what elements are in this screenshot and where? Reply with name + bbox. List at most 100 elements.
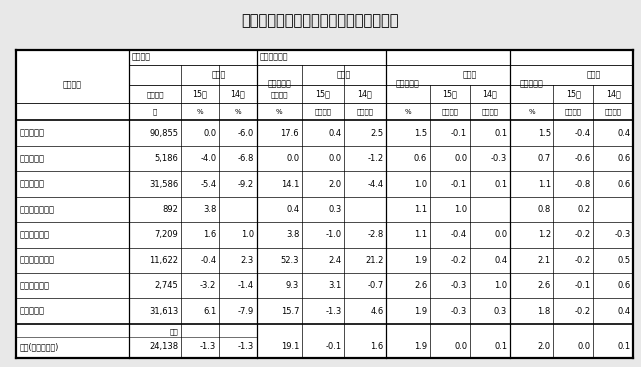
Text: %: % (197, 109, 203, 115)
Text: 比　　率: 比 率 (271, 91, 288, 98)
Text: -9.2: -9.2 (238, 179, 254, 189)
Text: 31,613: 31,613 (149, 307, 178, 316)
Text: 1.1: 1.1 (414, 205, 427, 214)
Text: 17.6: 17.6 (281, 129, 299, 138)
Text: 0.8: 0.8 (538, 205, 551, 214)
Text: 24,138: 24,138 (149, 342, 178, 352)
Text: 0.1: 0.1 (618, 342, 631, 352)
Text: -0.2: -0.2 (451, 256, 467, 265)
Text: ポイント: ポイント (356, 109, 374, 115)
Text: 区　　分: 区 分 (63, 80, 82, 90)
Text: 1.0: 1.0 (414, 179, 427, 189)
Text: 運　輸通信業: 運 輸通信業 (20, 230, 50, 239)
Text: ポイント: ポイント (441, 109, 458, 115)
Text: 15年: 15年 (566, 90, 581, 99)
Text: 前年差: 前年差 (337, 70, 351, 80)
Text: ポイント: ポイント (314, 109, 331, 115)
Text: 人: 人 (153, 109, 157, 115)
Text: 6.1: 6.1 (203, 307, 216, 316)
Text: -5.4: -5.4 (200, 179, 216, 189)
Text: 0.6: 0.6 (414, 154, 427, 163)
Text: 0.0: 0.0 (494, 230, 507, 239)
Text: 1.0: 1.0 (454, 205, 467, 214)
Text: ポイント: ポイント (605, 109, 622, 115)
Text: 0.1: 0.1 (494, 129, 507, 138)
Text: 卸小売業飲食店: 卸小売業飲食店 (20, 256, 55, 265)
Text: 離　職　率: 離 職 率 (520, 80, 544, 89)
Text: -0.4: -0.4 (451, 230, 467, 239)
Text: 調査産業計: 調査産業計 (20, 129, 45, 138)
Text: -0.2: -0.2 (574, 230, 591, 239)
Text: -6.0: -6.0 (238, 129, 254, 138)
Text: 前年差: 前年差 (463, 70, 477, 80)
Text: 1.9: 1.9 (414, 307, 427, 316)
Text: %: % (235, 109, 241, 115)
Text: 9.3: 9.3 (286, 281, 299, 290)
Text: 0.0: 0.0 (203, 129, 216, 138)
Text: 2.1: 2.1 (538, 256, 551, 265)
Text: 0.2: 0.2 (578, 205, 591, 214)
Text: 1.1: 1.1 (538, 179, 551, 189)
Text: %: % (404, 109, 412, 115)
Text: 労　働　者: 労 働 者 (267, 80, 291, 89)
Text: 19.1: 19.1 (281, 342, 299, 352)
Text: -0.3: -0.3 (451, 307, 467, 316)
Text: -0.3: -0.3 (615, 230, 631, 239)
Text: 0.4: 0.4 (286, 205, 299, 214)
Text: 4.6: 4.6 (370, 307, 383, 316)
Text: -1.3: -1.3 (200, 342, 216, 352)
Text: 892: 892 (163, 205, 178, 214)
Text: 1.1: 1.1 (414, 230, 427, 239)
Text: 0.0: 0.0 (454, 342, 467, 352)
Text: -4.4: -4.4 (367, 179, 383, 189)
Text: 0.6: 0.6 (617, 179, 631, 189)
Text: 1.0: 1.0 (494, 281, 507, 290)
Text: 1.6: 1.6 (370, 342, 383, 352)
Text: 5,186: 5,186 (154, 154, 178, 163)
Text: 2,745: 2,745 (154, 281, 178, 290)
Text: -7.9: -7.9 (238, 307, 254, 316)
Text: 2.0: 2.0 (538, 342, 551, 352)
Text: ポイント: ポイント (481, 109, 498, 115)
Text: 労働者数: 労働者数 (146, 91, 163, 98)
Text: 90,855: 90,855 (149, 129, 178, 138)
Text: 0.3: 0.3 (494, 307, 507, 316)
Text: 常　　用: 常 用 (132, 53, 151, 62)
Text: 2.6: 2.6 (414, 281, 427, 290)
Text: -0.6: -0.6 (574, 154, 591, 163)
Text: 0.4: 0.4 (494, 256, 507, 265)
Text: 0.0: 0.0 (286, 154, 299, 163)
Text: %: % (528, 109, 535, 115)
Text: 1.9: 1.9 (414, 256, 427, 265)
Text: -0.1: -0.1 (574, 281, 591, 290)
Text: 11,622: 11,622 (149, 256, 178, 265)
Text: 1.9: 1.9 (414, 342, 427, 352)
Text: -0.3: -0.3 (451, 281, 467, 290)
Text: -6.8: -6.8 (238, 154, 254, 163)
Text: ポイント: ポイント (565, 109, 582, 115)
Text: 31,586: 31,586 (149, 179, 178, 189)
Text: 0.1: 0.1 (494, 179, 507, 189)
Text: 0.4: 0.4 (328, 129, 342, 138)
Text: 14年: 14年 (230, 90, 245, 99)
Text: -1.3: -1.3 (238, 342, 254, 352)
Text: 前年比: 前年比 (212, 70, 226, 80)
Text: 0.0: 0.0 (578, 342, 591, 352)
Text: 2.6: 2.6 (538, 281, 551, 290)
Text: 0.5: 0.5 (618, 256, 631, 265)
Text: 0.6: 0.6 (617, 154, 631, 163)
Text: -0.1: -0.1 (325, 342, 342, 352)
Text: 0.4: 0.4 (618, 307, 631, 316)
Text: -0.1: -0.1 (451, 129, 467, 138)
Text: 0.0: 0.0 (454, 154, 467, 163)
Text: 14年: 14年 (606, 90, 620, 99)
Text: 1.6: 1.6 (203, 230, 216, 239)
Text: 金　融保険業: 金 融保険業 (20, 281, 50, 290)
Text: 千人: 千人 (170, 328, 178, 335)
Text: 1.5: 1.5 (414, 129, 427, 138)
Text: 3.1: 3.1 (328, 281, 342, 290)
Text: 52.3: 52.3 (281, 256, 299, 265)
Text: 15.7: 15.7 (281, 307, 299, 316)
Text: 0.1: 0.1 (494, 342, 507, 352)
Text: 0.7: 0.7 (538, 154, 551, 163)
